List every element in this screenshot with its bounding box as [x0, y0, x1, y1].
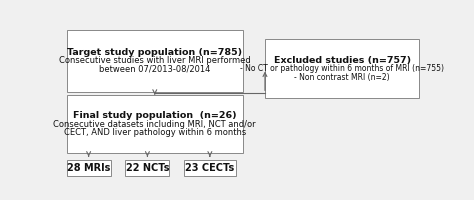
FancyBboxPatch shape [125, 160, 169, 176]
Text: 28 MRIs: 28 MRIs [67, 163, 110, 173]
Text: between 07/2013-08/2014: between 07/2013-08/2014 [99, 65, 210, 74]
Text: 22 NCTs: 22 NCTs [126, 163, 169, 173]
Text: 23 CECTs: 23 CECTs [185, 163, 235, 173]
Text: CECT, AND liver pathology within 6 months: CECT, AND liver pathology within 6 month… [64, 128, 246, 137]
FancyBboxPatch shape [184, 160, 236, 176]
Text: - No CT or pathology within 6 months of MRI (n=755): - No CT or pathology within 6 months of … [240, 64, 444, 73]
Text: - Non contrast MRI (n=2): - Non contrast MRI (n=2) [294, 73, 390, 82]
FancyBboxPatch shape [265, 39, 419, 98]
FancyBboxPatch shape [66, 30, 243, 92]
Text: Consecutive datasets including MRI, NCT and/or: Consecutive datasets including MRI, NCT … [54, 120, 256, 129]
Text: Excluded studies (n=757): Excluded studies (n=757) [273, 56, 410, 65]
FancyBboxPatch shape [66, 95, 243, 153]
Text: Consecutive studies with liver MRI performed: Consecutive studies with liver MRI perfo… [59, 56, 251, 65]
Text: Final study population  (n=26): Final study population (n=26) [73, 111, 237, 120]
FancyBboxPatch shape [66, 160, 110, 176]
Text: Target study population (n=785): Target study population (n=785) [67, 48, 242, 57]
